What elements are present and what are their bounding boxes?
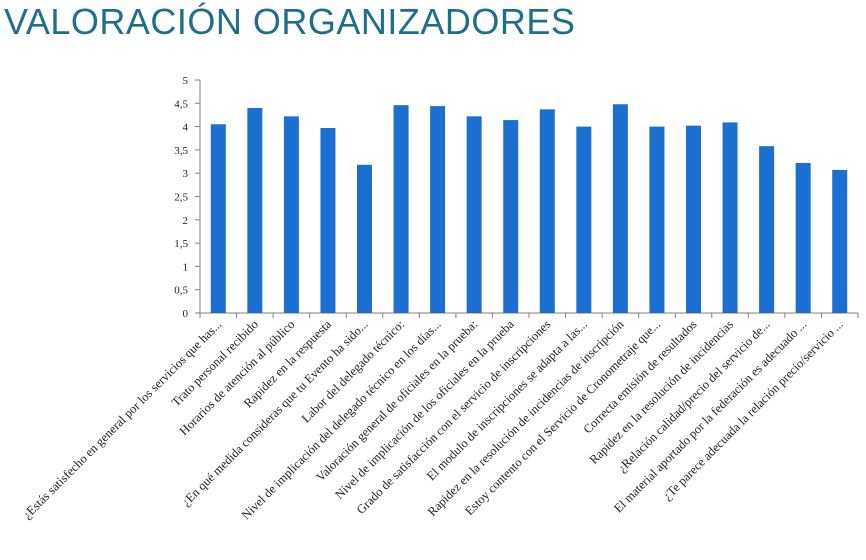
bar [832, 169, 848, 313]
bar [576, 126, 592, 313]
chart-axes [195, 79, 859, 318]
bar [283, 116, 299, 314]
y-tick-label: 3,5 [174, 145, 188, 157]
y-tick-label: 4,5 [174, 98, 188, 110]
y-tick-label: 2,5 [174, 192, 188, 204]
bar [430, 106, 446, 313]
bar [539, 109, 555, 313]
y-tick-label: 5 [183, 75, 189, 87]
chart-bars [210, 104, 848, 314]
y-tick-label: 1,5 [174, 238, 188, 250]
y-tick-label: 1 [183, 261, 189, 273]
bar [795, 162, 811, 313]
y-tick-labels: 0 0,5 1 1,5 2 2,5 3 3,5 4 4,5 5 [174, 75, 188, 320]
y-tick-label: 0 [183, 308, 189, 320]
bar [686, 125, 701, 313]
y-tick-label: 4 [183, 122, 189, 134]
bar [649, 126, 665, 313]
y-tick-label: 2 [183, 215, 189, 227]
y-tick-label: 3 [183, 168, 189, 180]
bar [247, 107, 263, 314]
bar [357, 164, 372, 313]
bar [722, 122, 738, 313]
x-category-labels: ¿Estás satisfecho en general por los ser… [20, 317, 846, 523]
y-tick-label: 0,5 [174, 285, 188, 297]
bar [612, 104, 628, 314]
bar [393, 105, 409, 313]
bar [210, 124, 226, 314]
bar [503, 120, 519, 314]
bar [466, 116, 482, 314]
page-title: VALORACIÓN ORGANIZADORES [4, 1, 576, 42]
bar [320, 127, 336, 313]
bar [759, 146, 775, 313]
